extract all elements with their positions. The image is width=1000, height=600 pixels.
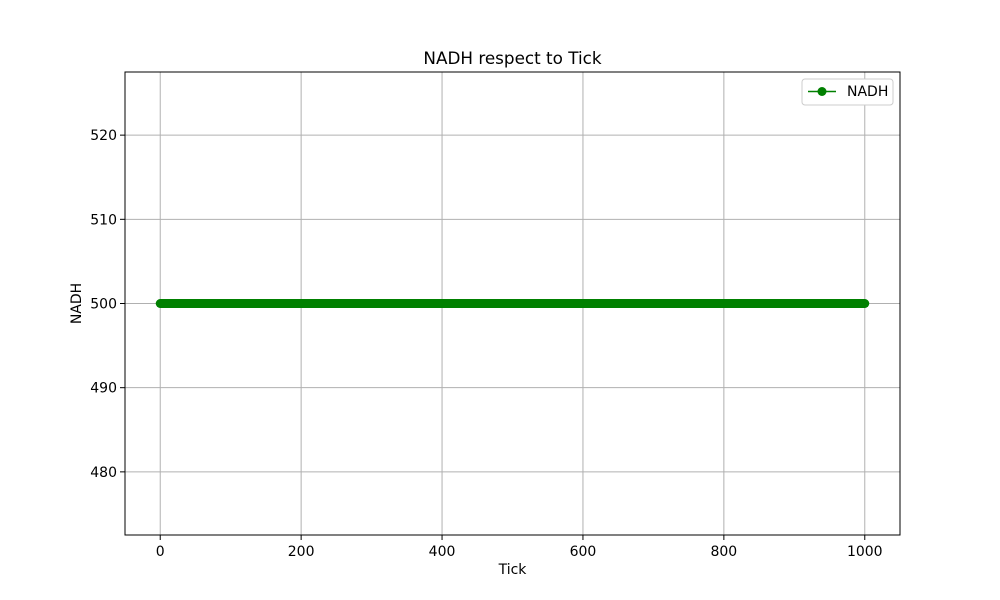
- y-tick-label: 510: [90, 212, 117, 228]
- series-nadh: [155, 299, 870, 308]
- x-axis-ticks: 0 200 400 600 800 1000: [156, 535, 883, 560]
- y-axis-ticks: 480 490 500 510 520: [90, 128, 125, 481]
- legend-marker-swatch: [817, 87, 827, 96]
- chart-title: NADH respect to Tick: [423, 48, 601, 68]
- legend-box: [801, 78, 894, 106]
- x-tick-label: 200: [288, 544, 315, 560]
- data-point: [860, 299, 870, 308]
- x-tick-label: 0: [156, 544, 165, 560]
- x-axis-label: Tick: [498, 562, 528, 578]
- y-tick-label: 520: [90, 128, 117, 144]
- x-tick-label: 600: [570, 544, 597, 560]
- x-tick-label: 800: [710, 544, 737, 560]
- y-tick-label: 490: [90, 381, 117, 397]
- series-layer: [155, 299, 870, 308]
- legend-label: NADH: [847, 84, 888, 100]
- y-tick-label: 480: [90, 465, 117, 481]
- y-axis-label: NADH: [69, 283, 85, 324]
- x-tick-label: 400: [429, 544, 456, 560]
- x-tick-label: 1000: [847, 544, 883, 560]
- legend: NADH: [801, 78, 894, 106]
- y-tick-label: 500: [90, 297, 117, 313]
